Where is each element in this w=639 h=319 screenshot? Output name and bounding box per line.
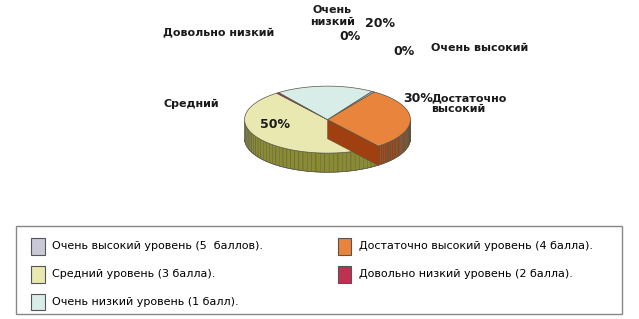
Text: 0%: 0% bbox=[394, 45, 415, 57]
FancyBboxPatch shape bbox=[338, 266, 351, 283]
Polygon shape bbox=[261, 139, 263, 160]
FancyBboxPatch shape bbox=[31, 266, 45, 283]
Text: Очень низкий уровень (1 балл).: Очень низкий уровень (1 балл). bbox=[52, 297, 238, 307]
Polygon shape bbox=[247, 128, 249, 149]
Text: 0%: 0% bbox=[339, 30, 360, 43]
Polygon shape bbox=[325, 153, 329, 172]
Polygon shape bbox=[291, 150, 295, 169]
Text: Очень высокий: Очень высокий bbox=[431, 43, 528, 53]
Polygon shape bbox=[277, 93, 327, 120]
Polygon shape bbox=[320, 153, 325, 172]
Polygon shape bbox=[404, 132, 405, 152]
Polygon shape bbox=[327, 91, 374, 120]
Polygon shape bbox=[384, 143, 386, 163]
Polygon shape bbox=[402, 134, 403, 154]
Polygon shape bbox=[307, 152, 312, 172]
Polygon shape bbox=[390, 141, 392, 161]
Polygon shape bbox=[327, 92, 410, 146]
Polygon shape bbox=[327, 120, 378, 165]
Polygon shape bbox=[276, 146, 279, 166]
Polygon shape bbox=[406, 129, 408, 149]
FancyBboxPatch shape bbox=[338, 238, 351, 255]
Polygon shape bbox=[327, 120, 378, 165]
Polygon shape bbox=[303, 152, 307, 171]
Polygon shape bbox=[364, 149, 367, 169]
Polygon shape bbox=[329, 153, 334, 172]
Polygon shape bbox=[338, 152, 343, 172]
Polygon shape bbox=[343, 152, 347, 172]
Polygon shape bbox=[252, 133, 254, 154]
Polygon shape bbox=[393, 139, 395, 159]
Polygon shape bbox=[249, 130, 250, 151]
Polygon shape bbox=[388, 142, 390, 162]
Polygon shape bbox=[396, 137, 397, 158]
Polygon shape bbox=[316, 153, 320, 172]
Text: Довольно низкий: Довольно низкий bbox=[163, 27, 274, 37]
Polygon shape bbox=[279, 147, 283, 167]
Polygon shape bbox=[295, 150, 299, 170]
Polygon shape bbox=[245, 125, 246, 146]
Polygon shape bbox=[355, 151, 359, 170]
Polygon shape bbox=[367, 148, 371, 168]
Text: Достаточно высокий уровень (4 балла).: Достаточно высокий уровень (4 балла). bbox=[358, 241, 593, 251]
Polygon shape bbox=[403, 133, 404, 153]
Polygon shape bbox=[399, 136, 401, 156]
FancyBboxPatch shape bbox=[31, 238, 45, 255]
Text: 20%: 20% bbox=[365, 18, 395, 30]
Polygon shape bbox=[380, 145, 382, 165]
Polygon shape bbox=[401, 135, 402, 155]
Polygon shape bbox=[272, 145, 276, 165]
Polygon shape bbox=[405, 131, 406, 151]
Polygon shape bbox=[312, 152, 316, 172]
Polygon shape bbox=[374, 146, 378, 166]
Polygon shape bbox=[254, 135, 256, 156]
Text: Достаточно
высокий: Достаточно высокий bbox=[431, 93, 507, 115]
Polygon shape bbox=[283, 148, 287, 168]
Polygon shape bbox=[397, 137, 399, 157]
Polygon shape bbox=[395, 138, 396, 158]
Polygon shape bbox=[299, 151, 303, 171]
Polygon shape bbox=[378, 145, 380, 165]
Polygon shape bbox=[334, 153, 338, 172]
Text: Средний уровень (3 балла).: Средний уровень (3 балла). bbox=[52, 269, 215, 279]
Text: Очень
низкий: Очень низкий bbox=[310, 5, 355, 27]
Polygon shape bbox=[246, 127, 247, 147]
Text: 50%: 50% bbox=[260, 118, 290, 131]
Polygon shape bbox=[263, 141, 266, 161]
Text: 30%: 30% bbox=[403, 93, 433, 105]
Polygon shape bbox=[269, 144, 272, 164]
FancyBboxPatch shape bbox=[31, 293, 45, 310]
FancyBboxPatch shape bbox=[16, 226, 622, 314]
Polygon shape bbox=[279, 86, 372, 120]
Polygon shape bbox=[250, 132, 252, 152]
Polygon shape bbox=[386, 143, 388, 162]
Polygon shape bbox=[245, 93, 378, 153]
Text: Довольно низкий уровень (2 балла).: Довольно низкий уровень (2 балла). bbox=[358, 269, 573, 279]
Polygon shape bbox=[258, 138, 261, 159]
Polygon shape bbox=[347, 152, 351, 171]
Polygon shape bbox=[392, 140, 393, 160]
Polygon shape bbox=[382, 144, 384, 164]
Polygon shape bbox=[256, 137, 258, 157]
Polygon shape bbox=[359, 150, 364, 170]
Text: Средний: Средний bbox=[163, 99, 219, 109]
Text: Очень высокий уровень (5  баллов).: Очень высокий уровень (5 баллов). bbox=[52, 241, 263, 251]
Polygon shape bbox=[371, 147, 374, 167]
Polygon shape bbox=[351, 151, 355, 171]
Polygon shape bbox=[266, 142, 269, 163]
Polygon shape bbox=[287, 149, 291, 169]
